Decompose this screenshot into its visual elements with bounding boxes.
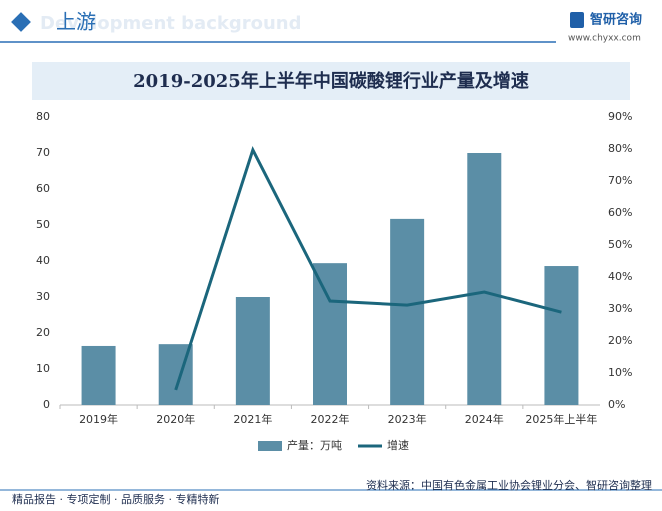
footer-tagline: 精品报告 · 专项定制 · 品质服务 · 专精特新 [12,492,219,506]
y2-tick-label: 60% [608,206,632,219]
y2-tick-label: 40% [608,270,632,283]
y-tick-label: 60 [36,182,50,195]
line-series [174,146,562,391]
x-tick-label: 2019年 [79,412,118,426]
brand-logo [570,12,584,28]
y-tick-label: 20 [36,326,50,339]
brand-site: www.chyxx.com [568,34,641,44]
x-tick-label: 2022年 [311,412,350,426]
y-tick-label: 10 [36,362,50,375]
y-tick-label: 50 [36,218,50,231]
title-band [32,62,630,100]
header-icon [11,12,31,32]
bar [390,218,425,405]
x-tick-label: 2020年 [156,412,195,426]
x-tick-label: 2021年 [233,412,272,426]
y-tick-label: 70 [36,146,50,159]
chart-title: 2019-2025年上半年中国碳酸锂行业产量及增速 [133,70,529,92]
bar [544,266,579,405]
y2-tick-label: 50% [608,238,632,251]
legend-swatch [258,441,282,451]
y2-tick-label: 70% [608,174,632,187]
y2-tick-label: 90% [608,110,632,123]
header-watermark: Development background [40,13,301,34]
y-tick-label: 80 [36,110,50,123]
legend-label: 增速 [387,438,409,452]
footer-source: 资料来源：中国有色金属工业协会锂业分会、智研咨询整理 [366,478,652,492]
y-tick-label: 30 [36,290,50,303]
legend-label: 产量：万吨 [287,438,342,452]
y-tick-label: 0 [43,398,50,411]
y2-tick-label: 20% [608,334,632,347]
header-section: 上游 [56,10,96,34]
x-tick-label: 2023年 [388,412,427,426]
bar [313,263,347,405]
y2-tick-label: 0% [608,398,625,411]
bar [235,297,270,405]
brand-name: 智研咨询 [590,12,642,28]
y2-tick-label: 10% [608,366,632,379]
bar [81,345,116,405]
y-tick-label: 40 [36,254,50,267]
x-tick-label: 2025年上半年 [525,412,597,426]
y2-tick-label: 80% [608,142,632,155]
x-tick-label: 2024年 [465,412,504,426]
bar [467,153,502,405]
y2-tick-label: 30% [608,302,632,315]
